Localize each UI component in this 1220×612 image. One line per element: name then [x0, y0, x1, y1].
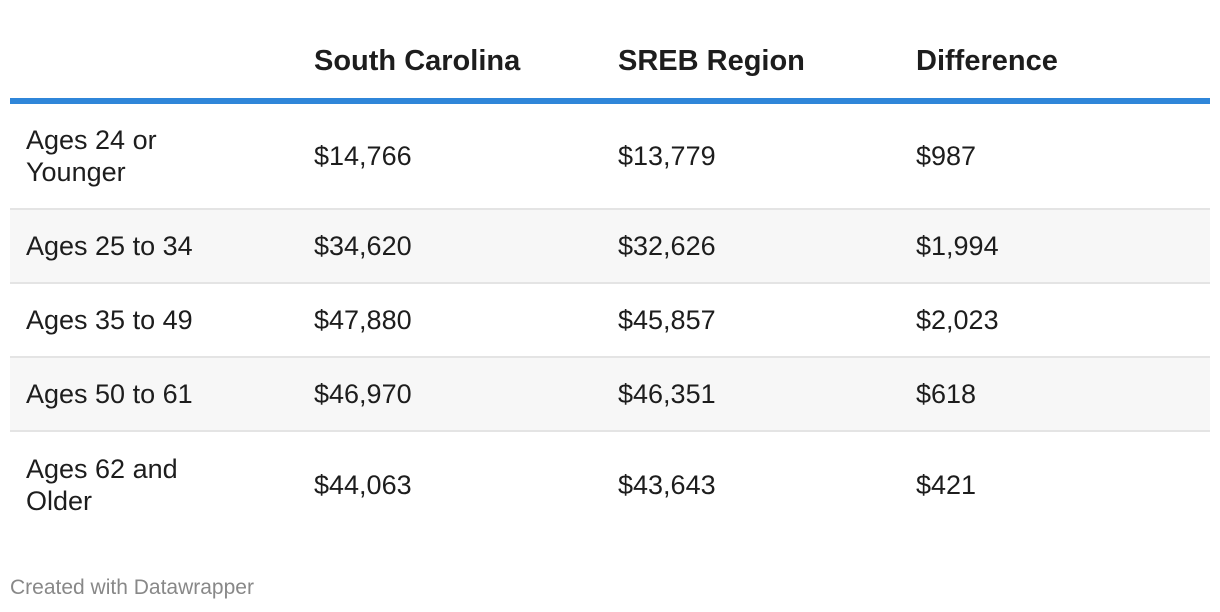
row-label: Ages 24 or Younger — [26, 125, 157, 187]
data-table: South Carolina SREB Region Difference Ag… — [10, 0, 1210, 538]
cell-sreb-region: $46,351 — [618, 379, 716, 409]
cell-south-carolina: $47,880 — [314, 305, 412, 335]
cell-difference: $421 — [916, 470, 977, 500]
cell-difference: $2,023 — [916, 305, 999, 335]
table-header: South Carolina SREB Region Difference — [10, 0, 1210, 104]
row-label: Ages 50 to 61 — [26, 379, 193, 409]
cell-south-carolina: $46,970 — [314, 379, 412, 409]
cell-sreb-region: $43,643 — [618, 470, 716, 500]
cell-difference: $1,994 — [916, 231, 999, 261]
column-header-difference: Difference — [916, 45, 1058, 77]
table-row: Ages 50 to 61 $46,970 $46,351 $618 — [10, 358, 1210, 432]
cell-sreb-region: $45,857 — [618, 305, 716, 335]
cell-south-carolina: $14,766 — [314, 141, 412, 171]
column-header-sreb-region: SREB Region — [618, 45, 805, 77]
cell-south-carolina: $44,063 — [314, 470, 412, 500]
row-label: Ages 35 to 49 — [26, 305, 193, 335]
table-row: Ages 35 to 49 $47,880 $45,857 $2,023 — [10, 284, 1210, 358]
cell-difference: $618 — [916, 379, 977, 409]
cell-difference: $987 — [916, 141, 977, 171]
row-label: Ages 62 and Older — [26, 454, 178, 516]
cell-south-carolina: $34,620 — [314, 231, 412, 261]
datawrapper-credit[interactable]: Created with Datawrapper — [10, 576, 254, 599]
cell-sreb-region: $13,779 — [618, 141, 716, 171]
table-row: Ages 25 to 34 $34,620 $32,626 $1,994 — [10, 210, 1210, 284]
table-row: Ages 24 or Younger $14,766 $13,779 $987 — [10, 104, 1210, 210]
row-label: Ages 25 to 34 — [26, 231, 193, 261]
column-header-south-carolina: South Carolina — [314, 45, 521, 77]
table-row: Ages 62 and Older $44,063 $43,643 $421 — [10, 432, 1210, 538]
cell-sreb-region: $32,626 — [618, 231, 716, 261]
